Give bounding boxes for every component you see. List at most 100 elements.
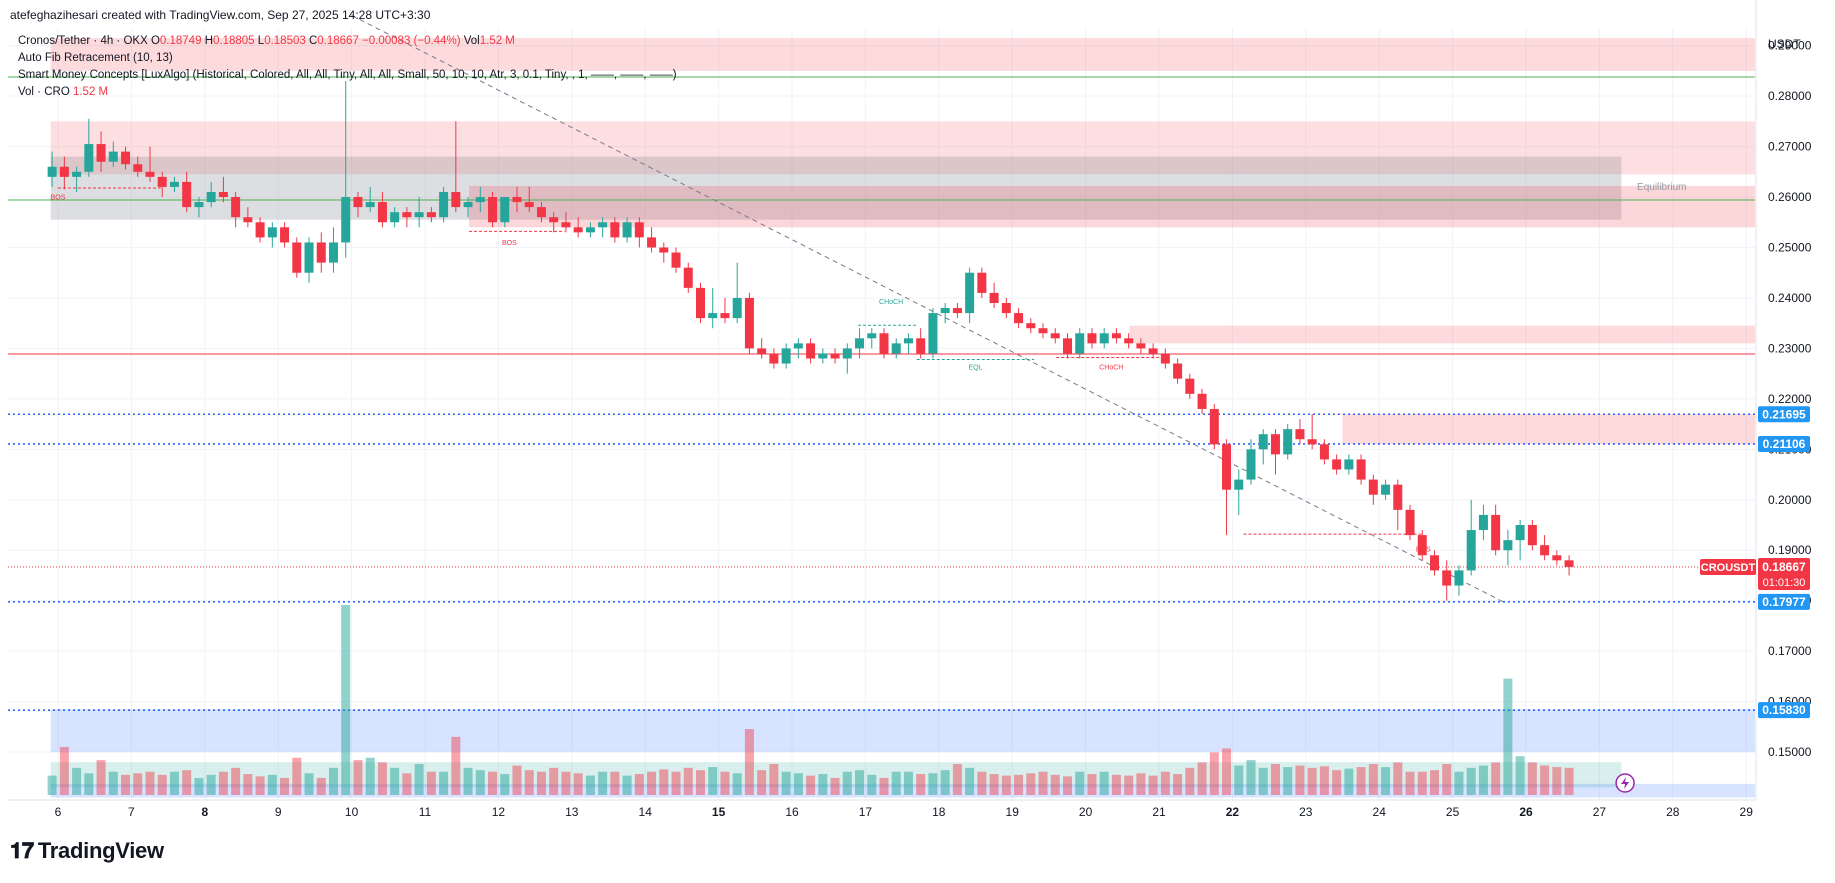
- volume-bar: [1368, 763, 1378, 795]
- candle-body: [903, 338, 913, 344]
- candle-body: [647, 237, 657, 248]
- candle-body: [1258, 434, 1268, 450]
- volume-bar: [1503, 678, 1513, 795]
- volume-bar: [1283, 767, 1293, 795]
- volume-bar: [182, 770, 192, 795]
- volume-bar: [1038, 771, 1048, 795]
- volume-bar: [952, 763, 962, 795]
- candle-body: [231, 197, 241, 218]
- tradingview-logo[interactable]: 𝟏𝟕 TradingView: [10, 838, 164, 864]
- volume-bar: [879, 777, 889, 795]
- volume-bar: [1026, 773, 1036, 795]
- price-tick-label: 0.26000: [1768, 190, 1812, 204]
- price-tick-label: 0.24000: [1768, 291, 1812, 305]
- volume-bar: [781, 771, 791, 795]
- candle-body: [488, 197, 498, 223]
- candle-body: [1209, 408, 1219, 445]
- volume-bar: [549, 767, 559, 795]
- volume-bar: [280, 777, 290, 795]
- volume-bar: [1075, 771, 1085, 795]
- price-level-label: 0.17977: [1762, 595, 1806, 609]
- symbol-tag: CROUSDT: [1701, 562, 1756, 574]
- volume-bar: [793, 773, 803, 795]
- legend-volume-name: Vol · CRO: [18, 86, 70, 98]
- volume-bar: [659, 769, 669, 795]
- candle-body: [1148, 348, 1158, 354]
- smc-label: CHoCH: [879, 299, 903, 306]
- volume-bar: [867, 774, 877, 795]
- candle-body: [328, 242, 338, 263]
- time-tick-label: 22: [1226, 805, 1240, 819]
- legend-indicator-volume[interactable]: Vol · CRO 1.52 M: [18, 86, 108, 98]
- volume-bar: [855, 770, 865, 795]
- volume-bar: [1160, 771, 1170, 795]
- price-tick-label: 0.20000: [1768, 493, 1812, 507]
- volume-bar: [842, 771, 852, 795]
- candle-body: [891, 343, 901, 354]
- legend-indicator-smc[interactable]: Smart Money Concepts [LuxAlgo] (Historic…: [18, 69, 677, 81]
- candle-body: [806, 343, 816, 359]
- candle-body: [390, 212, 400, 223]
- smc-label: CHoCH: [1099, 365, 1123, 372]
- smc-zone: [1129, 325, 1755, 344]
- legend-vol: 1.52 M: [479, 35, 515, 47]
- volume-bar: [133, 773, 143, 795]
- price-level-label: 0.15830: [1762, 703, 1806, 717]
- volume-bar: [84, 773, 94, 795]
- candle-body: [1075, 333, 1085, 354]
- time-axis: 6 7 8 9 10 11 12 13 14 15 16 17 18 19 20 21 22 23 24 25 26 27…: [8, 799, 1756, 819]
- legend-symbol-row[interactable]: Cronos/Tether · 4h · OKX O0.18749 H0.188…: [18, 35, 515, 47]
- volume-bar: [647, 771, 657, 795]
- legend-vol-label: Vol: [463, 35, 480, 47]
- candle-body: [1319, 444, 1329, 460]
- volume-bar: [585, 775, 595, 795]
- volume-bar: [695, 770, 705, 795]
- candle-body: [561, 222, 571, 228]
- volume-bar: [1319, 766, 1329, 795]
- candle-body: [1087, 333, 1097, 344]
- volume-bar: [1099, 771, 1109, 795]
- legend-indicator-fib[interactable]: Auto Fib Retracement (10, 13): [18, 52, 173, 64]
- volume-bar: [488, 771, 498, 795]
- price-tick-label: 0.17000: [1768, 644, 1812, 658]
- smc-label: BOS: [1416, 547, 1431, 554]
- volume-bar: [512, 765, 522, 795]
- candle-body: [1234, 479, 1244, 490]
- legend-change: −0.00083 (−0.44%): [362, 35, 461, 47]
- candle-body: [585, 227, 595, 233]
- candle-body: [1001, 302, 1011, 314]
- volume-bar: [524, 770, 534, 795]
- candle-body: [536, 207, 546, 218]
- candle-body: [145, 171, 155, 177]
- tradingview-logo-text: TradingView: [37, 838, 164, 863]
- volume-bar: [96, 760, 106, 795]
- smc-label: Equilibrium: [1637, 182, 1686, 193]
- candle-body: [255, 222, 265, 238]
- candle-body: [965, 272, 975, 314]
- time-tick-label: 18: [932, 805, 946, 819]
- candle-body: [439, 191, 449, 218]
- candle-body: [304, 242, 314, 273]
- volume-bar: [1454, 771, 1464, 795]
- volume-bar: [1209, 752, 1219, 795]
- candle-body: [793, 343, 803, 349]
- volume-bar: [1429, 770, 1439, 795]
- horizontal-lines: [8, 76, 1755, 711]
- candle-body: [952, 308, 962, 314]
- price-level-label-box: [1758, 406, 1810, 423]
- time-tick-label: 7: [128, 805, 135, 819]
- candle-body: [622, 222, 632, 238]
- legend-low: 0.18503: [264, 35, 306, 47]
- price-tick-label: 0.15000: [1768, 745, 1812, 759]
- time-tick-label: 25: [1446, 805, 1460, 819]
- volume-bar: [341, 605, 351, 795]
- candle-body: [1344, 459, 1354, 470]
- candle-body: [1014, 313, 1024, 324]
- volume-bar: [47, 775, 57, 795]
- legend-symbol[interactable]: Cronos/Tether · 4h · OKX: [18, 35, 148, 47]
- candle-body: [169, 181, 179, 187]
- time-tick-label: 23: [1299, 805, 1313, 819]
- candle-body: [280, 227, 290, 243]
- candle-body: [634, 222, 644, 238]
